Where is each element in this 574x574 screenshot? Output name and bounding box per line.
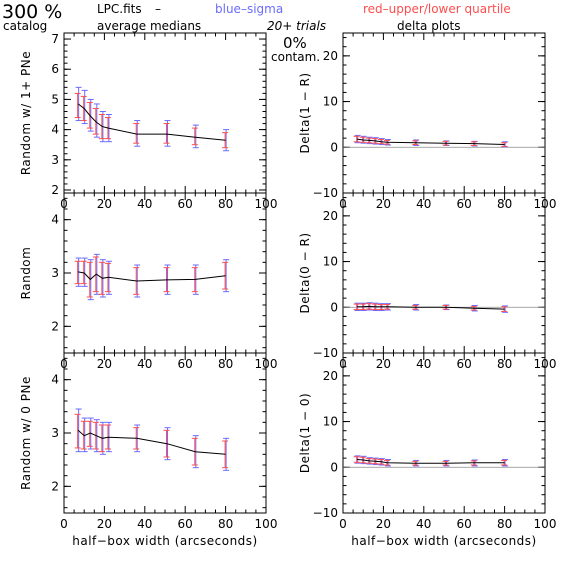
plot-frame [342, 192, 546, 354]
header-dash: – [155, 2, 161, 16]
x-tick-label: 80 [497, 357, 512, 371]
x-tick-label: 20 [97, 197, 112, 211]
median-line [357, 459, 505, 464]
x-tick-label: 40 [137, 357, 152, 371]
median-line [357, 305, 505, 310]
x-tick-label: 80 [218, 517, 233, 531]
header-contam: contam. [271, 50, 320, 64]
x-tick-label: 20 [376, 517, 391, 531]
header-percent: 300 % [2, 1, 62, 23]
y-tick-label: −10 [313, 186, 338, 200]
y-tick-label: 0 [330, 140, 338, 154]
y-tick-label: 3 [51, 426, 59, 440]
x-tick-label: 40 [137, 197, 152, 211]
y-tick-label: 0 [330, 460, 338, 474]
median-line [357, 138, 505, 145]
header-trials: 20+ trials [267, 19, 326, 33]
y-tick-label: 3 [51, 153, 59, 167]
y-tick-label: 7 [51, 32, 59, 46]
x-tick-label: 80 [497, 517, 512, 531]
y-axis-label: Random [19, 247, 33, 300]
header-contam-pct: 0% [283, 34, 307, 52]
plot-frame [63, 352, 267, 514]
y-tick-label: 20 [323, 49, 338, 63]
x-tick-label: 20 [376, 197, 391, 211]
y-tick-label: 2 [51, 479, 59, 493]
header-catalog: catalog [3, 19, 47, 33]
median-line [78, 271, 226, 282]
x-tick-label: 60 [457, 517, 472, 531]
x-axis-label: half−box width (arcseconds) [72, 534, 258, 548]
header-delta: delta plots [397, 19, 460, 33]
y-axis-label: Random w/ 1+ PNe [19, 51, 33, 175]
x-tick-label: 0 [339, 517, 347, 531]
x-tick-label: 20 [97, 517, 112, 531]
y-tick-label: 4 [51, 373, 59, 387]
y-axis-label: Random w/ 0 PNe [19, 376, 33, 490]
x-tick-label: 100 [534, 517, 557, 531]
x-tick-label: 100 [255, 517, 278, 531]
x-tick-label: 80 [218, 357, 233, 371]
header-medians: average medians [97, 19, 201, 33]
x-tick-label: 40 [416, 517, 431, 531]
y-tick-label: 2 [51, 319, 59, 333]
legend-sigma: blue–sigma [215, 2, 283, 16]
x-tick-label: 60 [457, 357, 472, 371]
x-tick-label: 20 [97, 357, 112, 371]
plot-frame [342, 32, 546, 194]
x-tick-label: 80 [218, 197, 233, 211]
y-tick-label: 0 [330, 300, 338, 314]
y-tick-label: 20 [323, 209, 338, 223]
x-tick-label: 80 [497, 197, 512, 211]
y-tick-label: 20 [323, 369, 338, 383]
y-tick-label: 10 [323, 415, 338, 429]
y-tick-label: 3 [51, 266, 59, 280]
y-tick-label: 6 [51, 62, 59, 76]
x-tick-label: 60 [178, 197, 193, 211]
y-tick-label: −10 [313, 346, 338, 360]
x-tick-label: 60 [178, 357, 193, 371]
y-tick-label: 5 [51, 92, 59, 106]
y-axis-label: Delta(1 − 0) [298, 393, 312, 473]
x-tick-label: 40 [416, 197, 431, 211]
x-tick-label: 60 [457, 197, 472, 211]
chart-panel-left-3: 0 20 40 60 80 100 2 3 4 Random w/ 0 PNe half−box w… [19, 352, 278, 548]
x-axis-label: half−box width (arcseconds) [351, 534, 537, 548]
y-axis-label: Delta(1 − R) [298, 72, 312, 153]
y-axis-label: Delta(0 − R) [298, 232, 312, 313]
plot-frame [342, 352, 546, 514]
y-tick-label: 10 [323, 255, 338, 269]
y-tick-label: 4 [51, 213, 59, 227]
median-line [77, 429, 226, 455]
plot-frame [63, 32, 267, 194]
x-tick-label: 40 [416, 357, 431, 371]
x-tick-label: 40 [137, 517, 152, 531]
y-tick-label: 10 [323, 95, 338, 109]
median-line [77, 103, 226, 141]
y-tick-label: −10 [313, 506, 338, 520]
x-tick-label: 60 [178, 517, 193, 531]
x-tick-label: 0 [60, 517, 68, 531]
header-file: LPC.fits [97, 2, 142, 16]
y-tick-label: 2 [51, 183, 59, 197]
x-tick-label: 20 [376, 357, 391, 371]
y-tick-label: 4 [51, 123, 59, 137]
plot-frame [63, 192, 267, 354]
legend-quartile: red–upper/lower quartile [363, 2, 511, 16]
